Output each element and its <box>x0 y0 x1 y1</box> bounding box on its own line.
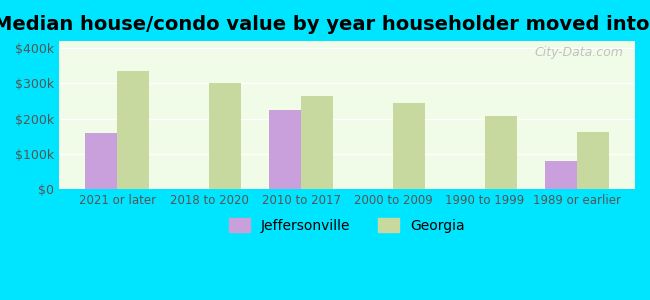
Bar <box>209 83 241 189</box>
Bar <box>577 132 609 189</box>
Bar <box>301 96 333 189</box>
Legend: Jeffersonville, Georgia: Jeffersonville, Georgia <box>224 213 471 238</box>
Bar <box>117 71 150 189</box>
Text: City-Data.com: City-Data.com <box>534 46 623 59</box>
Bar <box>85 133 117 189</box>
Bar <box>269 110 301 189</box>
Bar <box>545 161 577 189</box>
Title: Median house/condo value by year householder moved into unit: Median house/condo value by year househo… <box>0 15 650 34</box>
Bar <box>485 116 517 189</box>
Bar <box>393 103 425 189</box>
